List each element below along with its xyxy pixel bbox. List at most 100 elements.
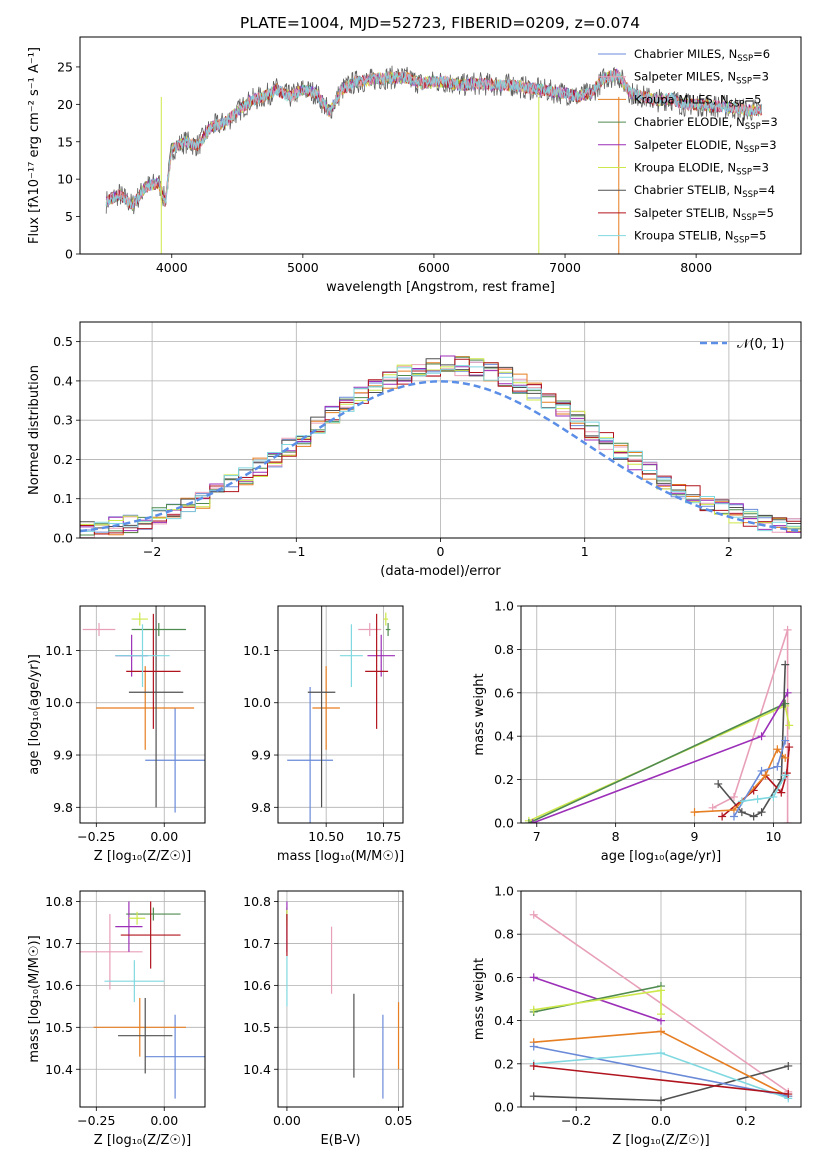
weight-marker-kroupa_elodie — [657, 1010, 665, 1019]
x-tick-label: 0.2 — [736, 1113, 756, 1128]
weight-marker-salpeter_stelib — [785, 743, 794, 752]
weight-marker-salpeter_elodie — [528, 819, 537, 823]
y-tick-label: 10.5 — [45, 1020, 73, 1035]
grid — [80, 606, 205, 823]
y-tick-label: 0.4 — [494, 1013, 514, 1028]
weight-marker-salpeter_miles — [729, 792, 738, 801]
panel-residuals: −2 −1 0 1 2 0.0 0.1 0.2 0.3 0.4 0.5 (data-model)/er… — [27, 321, 802, 579]
axes-frame — [520, 890, 802, 1108]
panel-spectrum: 4000 5000 6000 7000 8000 0 5 10 15 20 25 wavelength… — [27, 36, 802, 295]
x-tick-label: 7000 — [549, 260, 581, 275]
weight-marker-chabrier_stelib — [784, 1061, 793, 1070]
legend-nssp: =3 — [752, 70, 769, 84]
x-tick-label: −2 — [143, 544, 161, 559]
y-tick-label: 0.0 — [53, 531, 73, 546]
grid — [80, 322, 801, 539]
x-tick-label: 4000 — [156, 260, 188, 275]
legend-nssp: =3 — [752, 161, 769, 175]
weight-marker-kroupa_miles — [690, 808, 699, 817]
weight-marker-chabrier_miles — [729, 812, 738, 821]
legend-subscript: SSP — [744, 145, 760, 155]
y-tick-label: 0.0 — [494, 816, 514, 831]
weight-line-chabrier_stelib — [717, 664, 786, 818]
legend-nssp: =3 — [760, 138, 777, 152]
y-tick-label: 10.6 — [243, 978, 271, 993]
x-axis-label: Z [log₁₀(Z/Z☉)] — [94, 849, 191, 864]
figure-title: PLATE=1004, MJD=52723, FIBERID=0209, z=0… — [240, 14, 640, 32]
legend-nssp: =4 — [758, 183, 775, 197]
y-tick-label: 10.4 — [45, 1062, 73, 1077]
axes-frame — [79, 36, 802, 255]
y-tick-label: 20 — [57, 97, 73, 112]
y-tick-label: 25 — [57, 59, 73, 74]
spectrum-legend: Chabrier MILES, NSSP=6 Salpeter MILES, NS… — [598, 47, 778, 246]
x-tick-label: −0.25 — [77, 1113, 115, 1128]
weight-marker-chabrier_stelib — [529, 1092, 538, 1101]
plot-area — [529, 910, 793, 1105]
x-tick-label: 9 — [691, 829, 699, 844]
weight-marker-chabrier_miles — [529, 1042, 538, 1051]
x-axis-label: Z [log₁₀(Z/Z☉)] — [612, 1133, 709, 1148]
weight-line-chabrier_miles — [533, 1045, 789, 1097]
y-tick-label: 0.1 — [53, 491, 73, 506]
legend-nssp: =5 — [757, 206, 774, 220]
x-tick-label: 6000 — [418, 260, 450, 275]
weight-marker-chabrier_stelib — [781, 660, 790, 669]
legend-nssp: =5 — [749, 229, 766, 243]
weight-line-salpeter_stelib — [533, 1065, 789, 1095]
weight-marker-salpeter_stelib — [529, 1061, 538, 1070]
weight-marker-kroupa_stelib — [753, 795, 762, 804]
legend-label-salpeter_elodie: Salpeter ELODIE, NSSP=3 — [634, 138, 777, 155]
legend-subscript: SSP — [734, 236, 750, 246]
plot-area — [80, 355, 801, 538]
y-tick-label: 10.7 — [45, 936, 73, 951]
plot-area — [82, 606, 205, 813]
y-tick-label: 10.0 — [45, 695, 73, 710]
weight-marker-chabrier_stelib — [749, 812, 758, 821]
weight-marker-salpeter_stelib — [777, 788, 786, 797]
legend-label-normal: 𝒩(0, 1) — [737, 337, 784, 352]
axes-frame — [520, 605, 802, 824]
plot-area — [286, 901, 400, 1099]
x-tick-label: 0 — [437, 544, 445, 559]
y-axis-label: age [log₁₀(age/yr)] — [27, 654, 42, 775]
legend-label-salpeter_miles: Salpeter MILES, NSSP=3 — [634, 70, 769, 87]
x-tick-label: 2 — [725, 544, 733, 559]
legend-subscript: SSP — [741, 213, 757, 223]
weight-line-kroupa_stelib — [741, 774, 786, 803]
y-tick-label: 10.8 — [243, 894, 271, 909]
weight-marker-salpeter_stelib — [784, 1090, 793, 1099]
legend-subscript: SSP — [736, 168, 752, 178]
weight-marker-salpeter_miles — [529, 910, 538, 919]
panel-age_vs_Z: −0.25 0.00 9.8 9.9 10.0 10.1 Z [log₁₀(Z/Z☉)] ag… — [27, 605, 206, 864]
y-axis-label: mass weight — [472, 673, 487, 755]
weight-marker-kroupa_stelib — [769, 792, 778, 801]
legend-nssp: =6 — [753, 47, 770, 61]
x-tick-label: 10 — [765, 829, 781, 844]
x-tick-label: 10.50 — [308, 829, 344, 844]
y-tick-label: 9.9 — [53, 748, 73, 763]
y-tick-label: 0.0 — [494, 1100, 514, 1115]
x-tick-label: −0.25 — [77, 829, 115, 844]
y-tick-label: 10.8 — [45, 894, 73, 909]
legend-label-chabrier_elodie: Chabrier ELODIE, NSSP=3 — [634, 115, 778, 132]
axes-frame — [277, 890, 404, 1108]
legend-subscript: SSP — [736, 77, 752, 87]
weight-marker-kroupa_stelib — [657, 1049, 665, 1057]
panel-weight_vs_Z: −0.2 0.0 0.2 0.0 0.2 0.4 0.6 0.8 1.0 Z [log₁₀(Z/Z… — [472, 884, 802, 1148]
x-axis-label: age [log₁₀(age/yr)] — [601, 849, 722, 864]
y-tick-label: 10 — [57, 172, 73, 187]
weight-marker-kroupa_elodie — [529, 1005, 538, 1014]
grid — [278, 891, 403, 1107]
weight-marker-chabrier_stelib — [757, 808, 766, 817]
weight-marker-salpeter_elodie — [757, 732, 766, 741]
y-tick-label: 1.0 — [494, 884, 514, 899]
y-tick-label: 1.0 — [494, 599, 514, 614]
weight-marker-kroupa_miles — [773, 745, 782, 754]
y-tick-label: 5 — [65, 209, 73, 224]
legend-subscript: SSP — [745, 122, 761, 132]
plot-area — [80, 901, 205, 1099]
y-tick-label: 0.3 — [53, 413, 73, 428]
legend-label-chabrier_stelib: Chabrier STELIB, NSSP=4 — [634, 183, 775, 200]
y-axis-label: Flux [fλ10⁻¹⁷ erg cm⁻² s⁻¹ A⁻¹] — [27, 47, 42, 244]
